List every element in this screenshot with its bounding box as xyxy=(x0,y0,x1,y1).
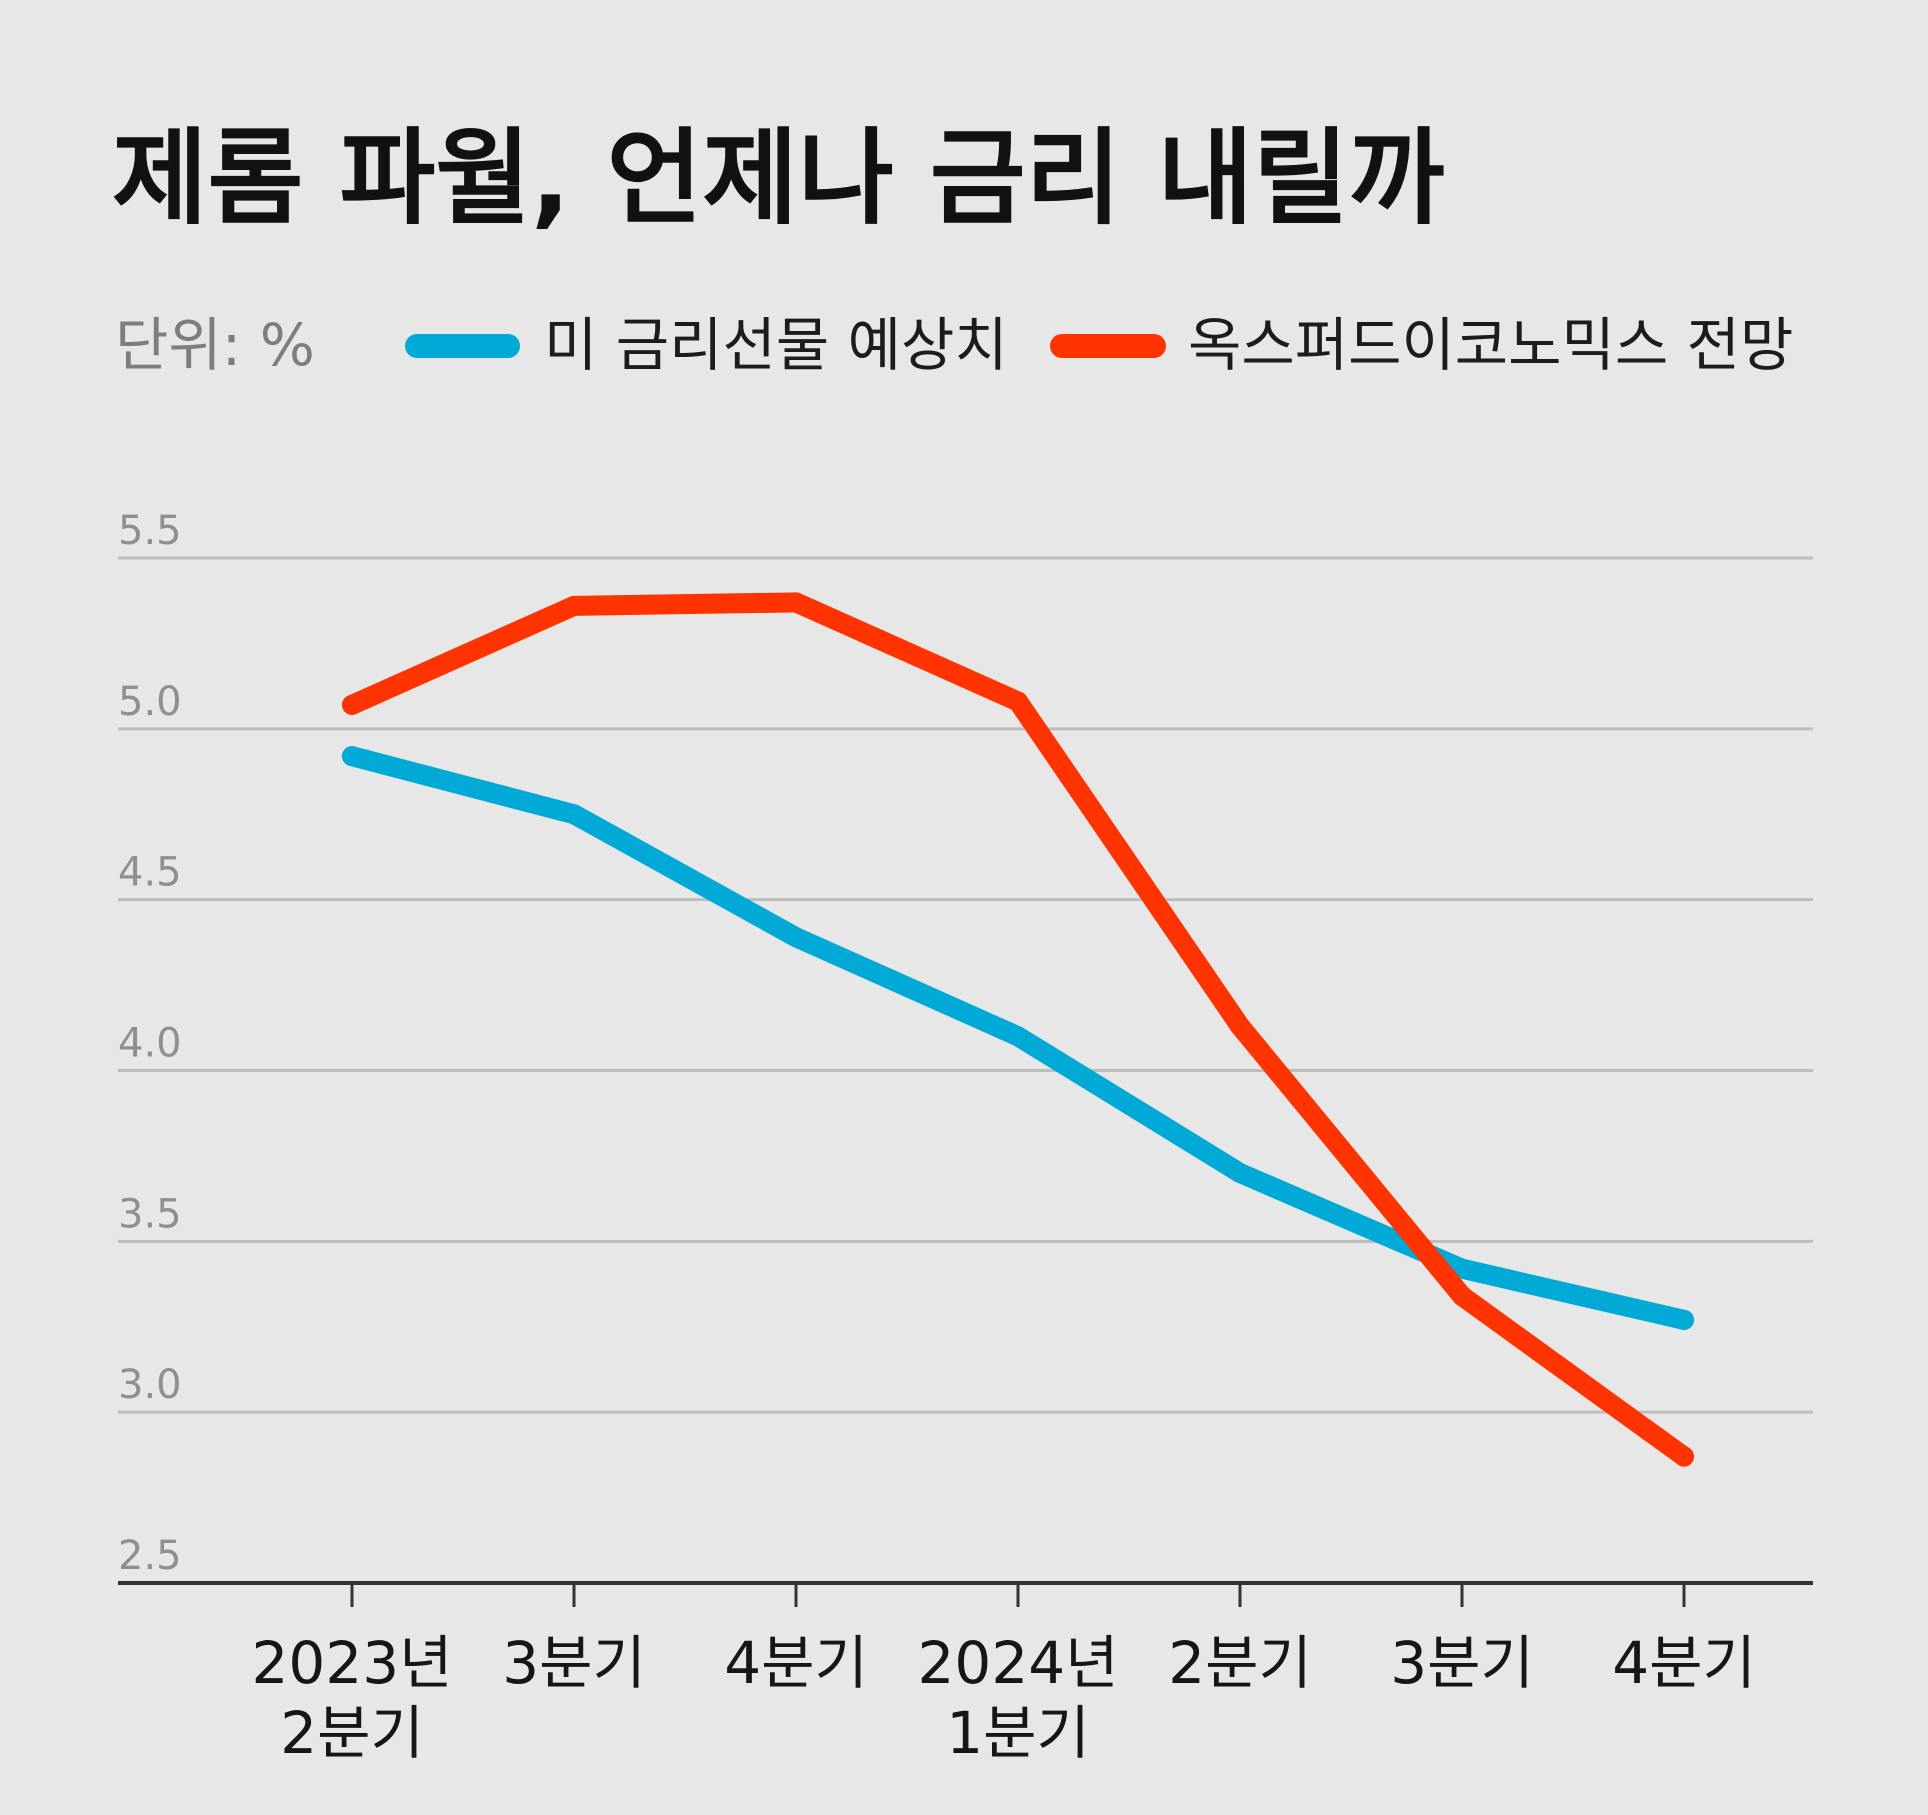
x-tick-label: 4분기 xyxy=(1612,1629,1756,1697)
data-point xyxy=(1674,1446,1694,1467)
data-point xyxy=(1230,1016,1250,1037)
legend-label: 미 금리선물 예상치 xyxy=(544,311,1008,379)
x-tick-label: 2023년 xyxy=(252,1629,453,1697)
x-tick-label: 4분기 xyxy=(724,1629,868,1697)
gridlines xyxy=(118,556,1813,1414)
data-point xyxy=(1008,691,1028,712)
chart-title: 제롬 파월, 언제나 금리 내릴까 xyxy=(112,117,1445,239)
x-tick-label: 3분기 xyxy=(1390,1629,1534,1697)
legend-label: 옥스퍼드이코노믹스 전망 xyxy=(1188,311,1793,379)
data-point xyxy=(1452,1286,1472,1306)
data-point xyxy=(564,804,584,825)
y-tick-label: 4.5 xyxy=(118,850,182,896)
data-point xyxy=(564,595,584,616)
legend: 미 금리선물 예상치 옥스퍼드이코노믹스 전망 xyxy=(405,311,1793,379)
x-tick-label: 3분기 xyxy=(502,1629,646,1697)
x-tick-label: 2024년 xyxy=(918,1629,1119,1697)
data-point xyxy=(342,746,362,767)
data-point xyxy=(1230,1163,1250,1183)
data-point xyxy=(786,592,806,613)
data-point xyxy=(1674,1309,1694,1330)
y-tick-label: 3.0 xyxy=(118,1362,182,1408)
x-tick-label: 1분기 xyxy=(946,1699,1090,1767)
x-tick-label: 2분기 xyxy=(280,1699,424,1767)
data-point xyxy=(342,694,362,715)
data-point xyxy=(1452,1258,1472,1279)
y-axis-ticks: 5.5 5.0 4.5 4.0 3.5 3.0 2.5 xyxy=(118,508,182,1579)
data-point xyxy=(786,927,806,948)
y-tick-label: 3.5 xyxy=(118,1191,182,1237)
y-tick-label: 5.0 xyxy=(118,679,182,725)
y-tick-label: 4.0 xyxy=(118,1021,182,1067)
x-tick-label: 2분기 xyxy=(1168,1629,1312,1697)
data-point xyxy=(1008,1026,1028,1047)
y-tick-label: 2.5 xyxy=(118,1533,182,1579)
unit-label: 단위: % xyxy=(115,311,315,379)
series-lines xyxy=(342,592,1694,1467)
y-tick-label: 5.5 xyxy=(118,508,182,554)
